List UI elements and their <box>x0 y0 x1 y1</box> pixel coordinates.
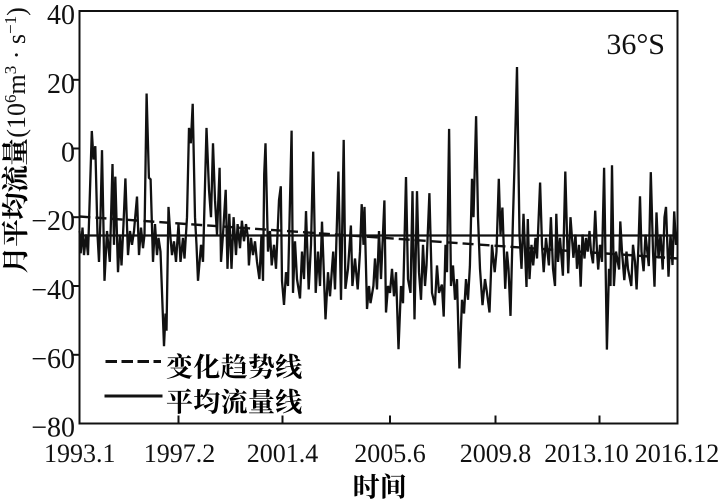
svg-text:36°S: 36°S <box>606 28 665 61</box>
svg-text:40: 40 <box>47 0 75 31</box>
svg-text:−80: −80 <box>31 413 75 444</box>
svg-text:2013.10: 2013.10 <box>544 439 629 468</box>
svg-text:−40: −40 <box>31 275 75 306</box>
svg-text:−20: −20 <box>31 206 75 237</box>
svg-text:2001.4: 2001.4 <box>247 439 319 468</box>
svg-text:0: 0 <box>61 138 75 169</box>
svg-text:2016.12: 2016.12 <box>635 439 718 468</box>
svg-text:20: 20 <box>47 69 75 100</box>
svg-text:2009.8: 2009.8 <box>460 439 532 468</box>
svg-text:1997.2: 1997.2 <box>144 439 216 468</box>
svg-text:1993.1: 1993.1 <box>44 439 116 468</box>
svg-text:2005.6: 2005.6 <box>354 439 426 468</box>
svg-text:−60: −60 <box>31 344 75 375</box>
